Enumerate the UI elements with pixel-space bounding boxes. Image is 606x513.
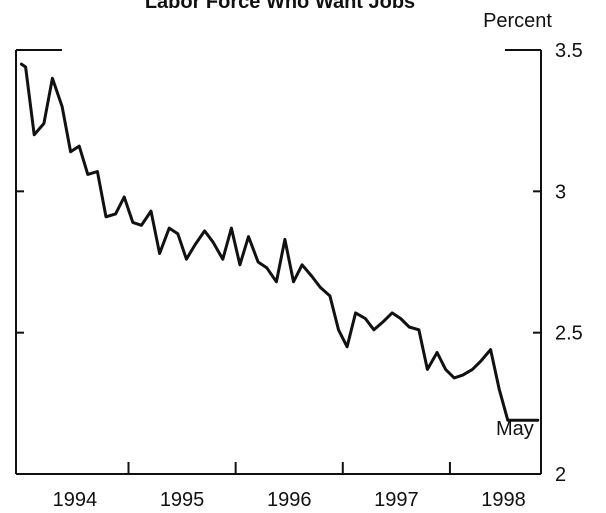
x-axis-ticks: 1994 1995 1996 1997 1998 bbox=[53, 462, 526, 511]
may-annotation: May bbox=[496, 418, 534, 440]
series-line-0 bbox=[19, 62, 540, 422]
plot-frame bbox=[15, 49, 542, 475]
y-axis-unit-label: Percent bbox=[483, 10, 552, 32]
y-tick-label-3: 3 bbox=[555, 181, 566, 203]
chart-title: Labor Force Who Want Jobs bbox=[145, 0, 415, 13]
x-tick-label-1998: 1998 bbox=[481, 489, 526, 511]
y-axis-ticks: 2 2.5 3 3.5 bbox=[16, 40, 583, 486]
y-tick-label-2.5: 2.5 bbox=[555, 323, 583, 345]
x-tick-label-1996: 1996 bbox=[267, 489, 312, 511]
series-layer bbox=[19, 62, 540, 422]
y-tick-label-3.5: 3.5 bbox=[555, 40, 583, 62]
x-tick-label-1997: 1997 bbox=[374, 489, 419, 511]
x-tick-label-1995: 1995 bbox=[160, 489, 205, 511]
y-tick-label-2: 2 bbox=[555, 464, 566, 486]
x-tick-label-1994: 1994 bbox=[53, 489, 98, 511]
